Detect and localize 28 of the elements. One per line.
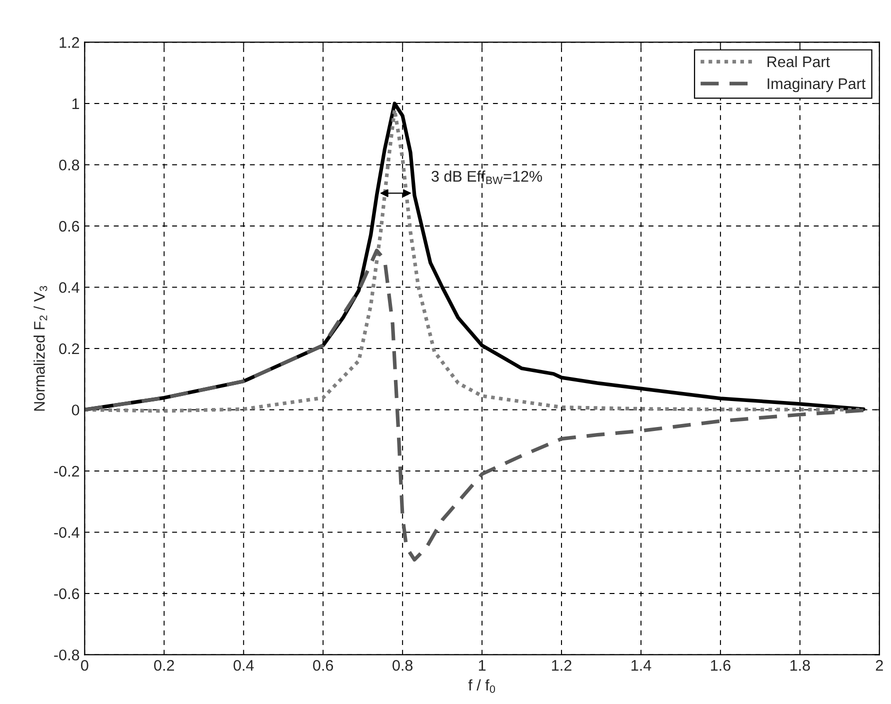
x-tick-label: 0.2	[154, 660, 174, 671]
y-tick-label: 0.8	[59, 160, 80, 170]
y-tick-label: -0.4	[54, 527, 80, 538]
y-tick-label: 0.6	[59, 220, 80, 232]
y-tick-label: -0.8	[54, 650, 80, 660]
x-tick-label: 2	[876, 660, 883, 671]
x-tick-label: 0.8	[392, 660, 413, 671]
y-tick-label: 1	[72, 98, 80, 110]
y-axis-title: Normalized F$_{2}$ / V$_{3}$	[34, 286, 48, 411]
y-tick-label: -0.2	[54, 466, 80, 477]
x-tick-label: 1.6	[711, 660, 730, 671]
y-tick-label: 0	[72, 404, 80, 416]
x-tick-label: 1	[478, 660, 486, 671]
annotation: 3 dB Eff$_{BW}$=12%	[432, 170, 542, 184]
x-axis-title: f / f$_{0}$	[468, 679, 496, 693]
x-tick-label: 0	[80, 660, 88, 671]
y-tick-label: -0.6	[54, 588, 80, 600]
y-tick-label: 1.2	[60, 37, 80, 48]
x-tick-label: 1.4	[632, 660, 652, 671]
x-tick-label: 1.8	[790, 660, 810, 671]
x-tick-label: 0.6	[313, 660, 334, 671]
x-tick-label: 1.2	[552, 660, 572, 671]
legend-label: Imaginary Part	[768, 78, 866, 92]
line-series	[84, 248, 866, 562]
x-tick-label: 0.4	[234, 660, 254, 671]
legend-label: Real Part	[768, 56, 830, 68]
y-tick-label: 0.2	[59, 343, 80, 354]
y-tick-label: 0.4	[59, 282, 80, 293]
